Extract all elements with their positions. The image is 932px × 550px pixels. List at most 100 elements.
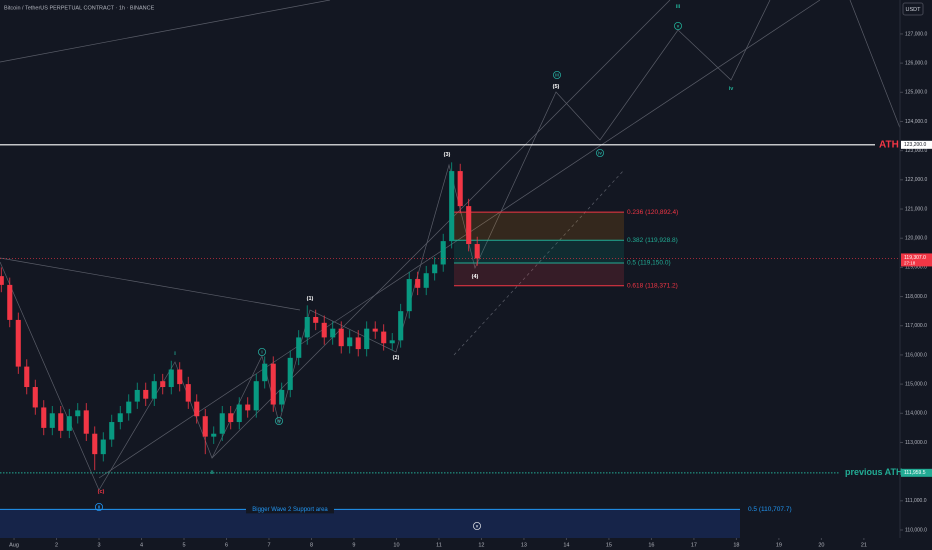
candle-body <box>126 401 132 414</box>
currency: USDT <box>906 7 922 13</box>
x-tick-label: 17 <box>691 542 697 548</box>
x-tick-label: 11 <box>436 542 442 548</box>
candle-body <box>7 284 13 320</box>
x-tick-label: 3 <box>97 542 100 548</box>
candle-body <box>83 410 89 434</box>
candle-body <box>228 413 234 423</box>
fib-label: 0.618 (118,371.2) <box>627 282 678 289</box>
ath-price-label: 123,200.0 <box>904 142 926 148</box>
trendline <box>0 257 301 311</box>
candle-body <box>296 337 302 358</box>
x-tick-label: 21 <box>861 542 867 548</box>
candle-body <box>202 416 208 437</box>
candle-body <box>389 340 395 344</box>
wave-label: (c) <box>98 489 105 495</box>
candle-body <box>270 363 276 405</box>
y-tick-label: 111,000.0 <box>905 498 927 504</box>
trendline <box>98 0 821 479</box>
y-tick-label: 125,000.0 <box>905 90 927 96</box>
y-tick-label: 122,000.0 <box>905 177 927 183</box>
y-tick-label: 114,000.0 <box>905 411 927 417</box>
candle-body <box>24 366 30 388</box>
candle-body <box>211 433 217 437</box>
support-level-label: 0.5 (110,707.7) <box>748 506 792 513</box>
x-tick-label: 16 <box>648 542 654 548</box>
y-tick-label: 116,000.0 <box>905 352 927 358</box>
y-tick-label: 123,000.0 <box>905 148 927 154</box>
current-price-box <box>901 253 932 267</box>
candle-body <box>160 381 166 388</box>
candle-body <box>372 328 378 332</box>
wave-circle <box>553 71 562 80</box>
candle-body <box>75 410 81 417</box>
wave-label: ii <box>210 470 214 476</box>
wave-label: v <box>677 23 680 28</box>
wave-circle <box>257 347 266 356</box>
previous-ath-label: previous ATH <box>845 467 903 477</box>
fib-zone <box>454 240 624 264</box>
fib-label: 0.5 (119,150.0) <box>627 260 671 267</box>
candle-body <box>398 311 404 341</box>
wave-label: (3) <box>444 152 451 158</box>
candle-body <box>440 241 446 265</box>
y-tick-label: 119,000.0 <box>905 265 927 271</box>
previous-ath-price-box <box>901 468 932 477</box>
candle-body <box>474 244 480 259</box>
fib-zone <box>454 212 624 241</box>
candle-body <box>279 389 285 405</box>
y-tick-label: 113,000.0 <box>905 440 927 446</box>
x-tick-label: 19 <box>776 542 782 548</box>
wave-label: (5) <box>553 84 560 90</box>
price-axis <box>900 0 932 550</box>
wave-label: iii <box>555 72 559 77</box>
candle-body <box>313 316 319 323</box>
candle-body <box>364 328 370 350</box>
wave-label: iv <box>598 150 602 155</box>
candle-body <box>253 381 259 411</box>
candle-body <box>0 276 4 285</box>
wave-circle <box>472 522 481 531</box>
wave-circle <box>674 21 683 30</box>
x-tick-label: 15 <box>606 542 612 548</box>
x-tick-label: 20 <box>818 542 824 548</box>
currency-box <box>902 2 924 16</box>
candle-body <box>415 279 421 288</box>
candle-body <box>151 381 157 399</box>
candle-body <box>304 316 310 338</box>
candle-body <box>15 319 21 367</box>
x-tick-label: 9 <box>352 542 355 548</box>
candle-body <box>449 171 455 242</box>
y-tick-label: 124,000.0 <box>905 119 927 125</box>
wave-label: (2) <box>393 355 400 361</box>
candle-body <box>338 328 344 347</box>
x-tick-label: 12 <box>478 542 484 548</box>
candle-body <box>406 279 412 312</box>
x-tick-label: 14 <box>563 542 569 548</box>
candle-body <box>466 206 472 245</box>
candle-body <box>262 363 268 382</box>
x-tick-label: Aug <box>9 542 19 548</box>
wave-label: iii <box>676 4 681 10</box>
wave-label: v <box>476 523 479 528</box>
wave-label: i <box>174 351 176 357</box>
wave-label: i <box>261 349 262 354</box>
candle-body <box>236 404 242 423</box>
candle-body <box>49 413 55 428</box>
x-tick-label: 10 <box>393 542 399 548</box>
wave-label: (1) <box>307 296 314 302</box>
wave-circle <box>95 502 104 511</box>
support-label: Bigger Wave 2 Support area <box>252 507 328 513</box>
wave-label: iv <box>729 86 735 92</box>
candle-body <box>41 407 47 428</box>
fib-label: 0.382 (119,928.8) <box>627 237 678 244</box>
y-tick-label: 118,000.0 <box>905 294 927 300</box>
candle-body <box>117 413 123 423</box>
candle-body <box>423 273 429 288</box>
wave-circle <box>596 148 605 157</box>
x-tick-label: 5 <box>182 542 185 548</box>
candle-body <box>457 171 463 207</box>
y-tick-label: 115,000.0 <box>905 381 927 387</box>
x-tick-label: 2 <box>55 542 58 548</box>
candle-body <box>287 357 293 390</box>
